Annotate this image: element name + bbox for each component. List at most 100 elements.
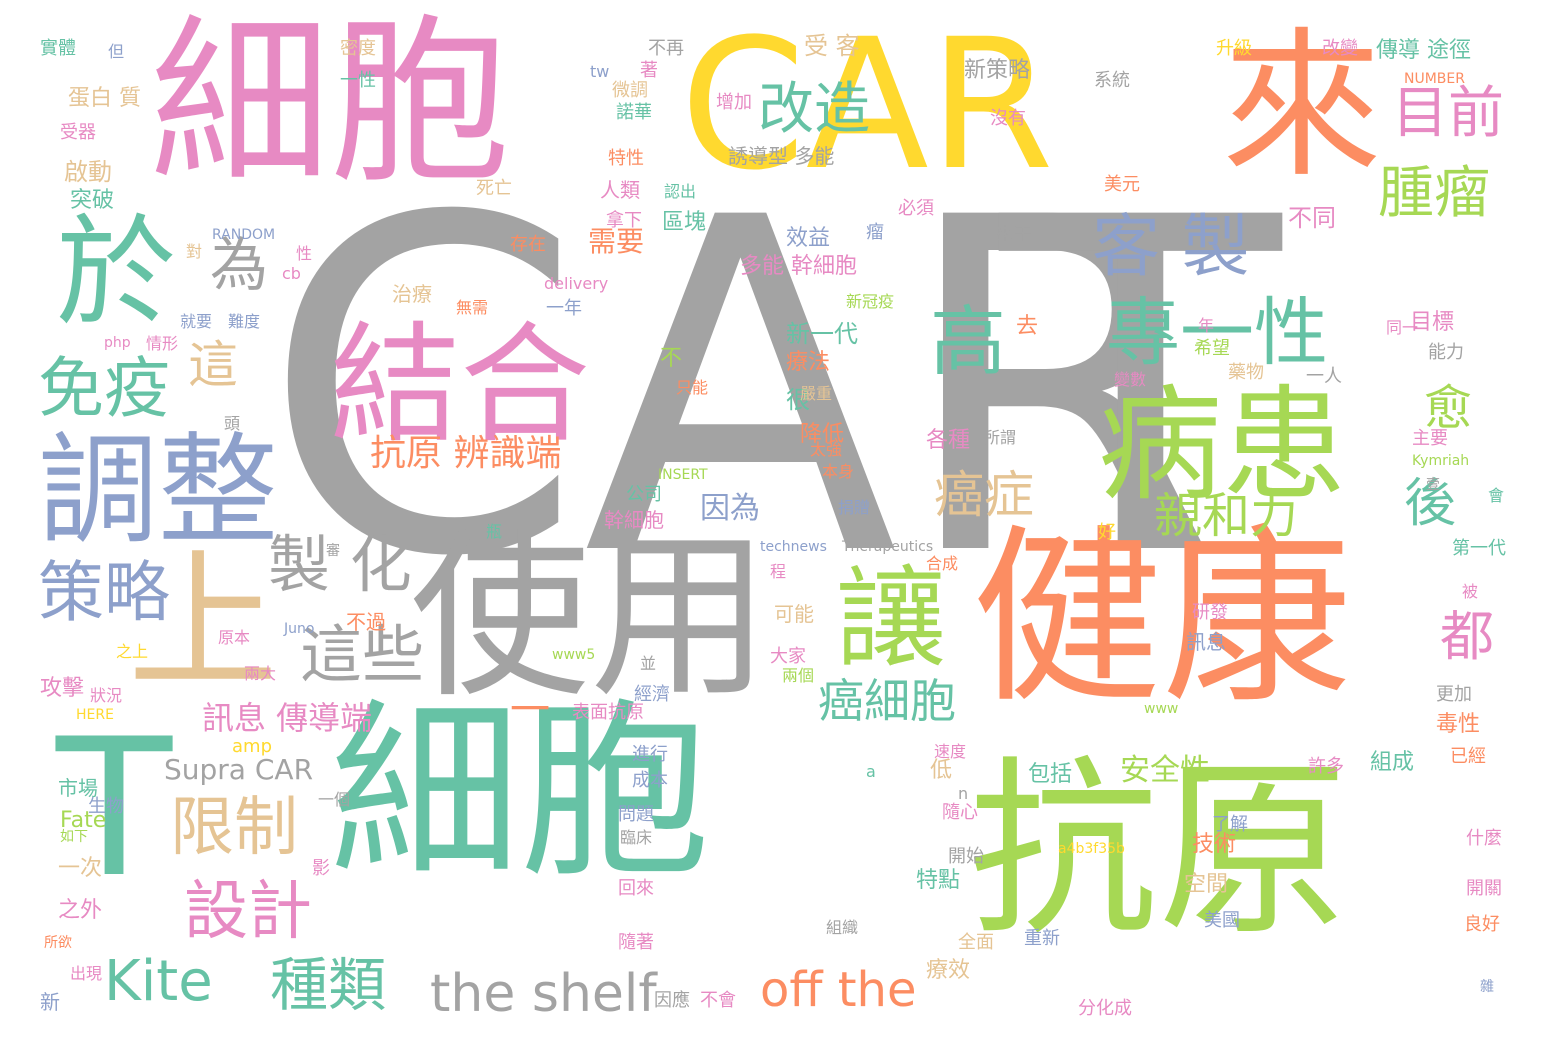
cloud-word: NUMBER (1404, 71, 1465, 87)
cloud-word: 目前 (1392, 81, 1504, 146)
cloud-word: 親和力 (1154, 488, 1299, 544)
cloud-word: 不 (660, 346, 683, 371)
cloud-word: 必須 (898, 198, 934, 219)
cloud-word: 治療 (392, 282, 432, 306)
cloud-word: 頭 (224, 414, 241, 433)
cloud-word: 影 (312, 858, 330, 879)
cloud-word: 不會 (700, 990, 736, 1011)
cloud-word: 只能 (676, 378, 709, 397)
cloud-word: Supra CAR (164, 753, 314, 786)
cloud-word: 增加 (716, 92, 752, 113)
cloud-word: T (1000, 122, 1281, 657)
cloud-word: 拿下 (606, 210, 642, 231)
cloud-word: 腫瘤 (1378, 161, 1490, 226)
cloud-word: 回來 (618, 878, 654, 899)
cloud-word: 改變 (1322, 38, 1358, 59)
cloud-word: 藥物 (1228, 362, 1264, 383)
cloud-word: 傳導 途徑 (1376, 38, 1471, 63)
cloud-word: 會 (1488, 486, 1505, 505)
cloud-word: 於 (56, 204, 176, 343)
cloud-word: 著 (640, 60, 658, 81)
cloud-word: cb (282, 264, 301, 283)
cloud-word: 大家 (770, 646, 806, 667)
cloud-word: Kymriah (1412, 453, 1470, 469)
cloud-word: CAR (680, 1, 1054, 210)
cloud-word: 種類 (270, 951, 387, 1019)
cloud-word: 難度 (228, 312, 261, 331)
cloud-word: 一年 (546, 298, 582, 319)
cloud-word: 上 (128, 536, 279, 710)
cloud-word: 來 (1222, 12, 1383, 199)
cloud-word: 本身 (822, 462, 855, 481)
cloud-word: Juno (284, 621, 315, 637)
cloud-word: 受 客 (804, 32, 860, 60)
cloud-word: 包括 (1028, 762, 1073, 787)
cloud-word: 瓶 (486, 522, 503, 541)
cloud-word: 變數 (1114, 370, 1147, 389)
cloud-word: 了解 (1212, 814, 1248, 835)
cloud-word: 製 化 (268, 528, 412, 601)
cloud-word: 沒有 (990, 108, 1026, 129)
cloud-word: 誘導型 多能 (728, 144, 835, 168)
cloud-word: 這 (188, 336, 238, 394)
cloud-word: 一人 (1306, 366, 1342, 387)
cloud-word: 情形 (146, 334, 179, 353)
cloud-word: 開始 (948, 846, 984, 867)
cloud-word: www5 (552, 647, 596, 663)
cloud-word: 升級 (1216, 38, 1252, 59)
cloud-word: 使用 (410, 513, 771, 722)
cloud-word: 攻擊 (40, 676, 85, 701)
cloud-word: 之外 (58, 898, 103, 923)
cloud-word: 壹 (1426, 477, 1440, 493)
cloud-word: 策略 (38, 554, 170, 631)
cloud-word: 瘤 (866, 222, 884, 243)
cloud-word: 雜 (1480, 979, 1494, 995)
cloud-word: 很 (786, 386, 810, 414)
cloud-word: 區塊 (662, 210, 707, 235)
cloud-word: 不同 (1288, 204, 1336, 232)
cloud-word: 調整 (38, 422, 278, 561)
cloud-word: 之上 (116, 642, 149, 661)
cloud-word: 成本 (632, 770, 668, 791)
cloud-word: 被 (1462, 582, 1479, 601)
cloud-word: 市場 (58, 776, 98, 800)
cloud-word: 因為 (700, 491, 760, 526)
cloud-word: 組成 (1370, 750, 1415, 775)
cloud-word: 癌細胞 (818, 674, 956, 728)
cloud-word: HERE (76, 707, 114, 723)
cloud-word: 結合 (330, 309, 591, 461)
cloud-word: CAR (262, 122, 1218, 657)
cloud-word: 受器 (60, 122, 96, 143)
cloud-word: 研發 (1192, 602, 1228, 623)
cloud-word: 不過 (346, 610, 386, 634)
cloud-word: 讓 (836, 555, 946, 683)
cloud-word: 客 製 (1092, 208, 1250, 287)
cloud-word: 出現 (70, 964, 103, 983)
cloud-word: 細胞 (330, 682, 711, 903)
cloud-word: 第一代 (1452, 538, 1506, 559)
cloud-word: 系統 (1094, 70, 1130, 91)
cloud-word: 都 (1440, 605, 1494, 668)
cloud-word: 但 (108, 42, 125, 61)
cloud-word: 對 (186, 242, 203, 261)
cloud-word: 兩個 (782, 666, 815, 685)
cloud-word: T (56, 698, 173, 919)
cloud-word: the shelf (430, 964, 657, 1024)
cloud-word: 重新 (1024, 928, 1060, 949)
cloud-word: 新一代 (786, 320, 858, 348)
cloud-word: 兩大 (244, 664, 277, 683)
cloud-word: 臨床 (620, 828, 653, 847)
cloud-word: 微調 (612, 80, 648, 101)
cloud-word: 主要 (1412, 428, 1448, 449)
cloud-word: 美國 (1204, 910, 1240, 931)
cloud-word: 免疫 (38, 350, 170, 427)
cloud-word: 療效 (926, 958, 971, 983)
cloud-word: 癌症 (934, 466, 1034, 524)
cloud-word: 好 (1098, 522, 1116, 543)
cloud-word: 同一 (1386, 318, 1419, 337)
cloud-word: 特性 (608, 148, 644, 169)
cloud-word: 多能 幹細胞 (740, 254, 857, 279)
cloud-word: 來干 (996, 224, 1032, 245)
cloud-word: 狀況 (90, 686, 123, 705)
